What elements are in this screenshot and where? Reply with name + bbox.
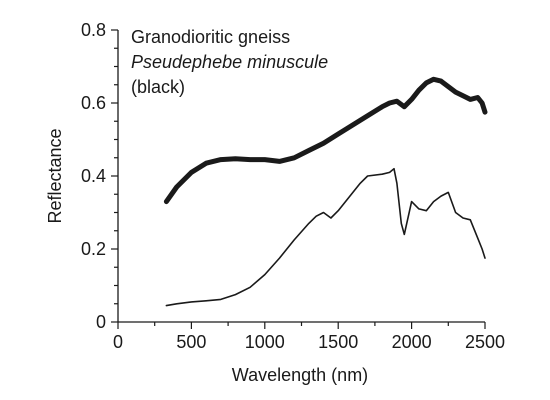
y-tick-label: 0.8 <box>81 20 106 40</box>
series-line-thin <box>165 167 486 307</box>
annotation-line-2: Pseudephebe minuscule <box>131 52 328 72</box>
y-axis-title: Reflectance <box>45 128 65 223</box>
x-tick-label: 0 <box>113 332 123 352</box>
x-axis-title: Wavelength (nm) <box>232 365 368 385</box>
y-tick-label: 0.6 <box>81 93 106 113</box>
x-tick-label: 1500 <box>318 332 358 352</box>
x-ticks: 0 500 1000 1500 2000 2500 <box>113 322 505 352</box>
series-line-thick <box>163 76 488 205</box>
series-layer <box>163 76 488 307</box>
annotation-line-3: (black) <box>131 77 185 97</box>
x-tick-label: 1000 <box>245 332 285 352</box>
axes: 0 500 1000 1500 2000 2500 0 0.2 0.4 0.6 0.8 <box>81 20 505 352</box>
annotation-line-1: Granodioritic gneiss <box>131 27 290 47</box>
x-tick-label: 500 <box>176 332 206 352</box>
y-ticks: 0 0.2 0.4 0.6 0.8 <box>81 20 118 332</box>
y-tick-label: 0.2 <box>81 239 106 259</box>
y-tick-label: 0 <box>96 312 106 332</box>
legend-annotation: Granodioritic gneiss Pseudephebe minuscu… <box>131 27 328 97</box>
y-tick-label: 0.4 <box>81 166 106 186</box>
x-tick-label: 2500 <box>465 332 505 352</box>
x-tick-label: 2000 <box>392 332 432 352</box>
